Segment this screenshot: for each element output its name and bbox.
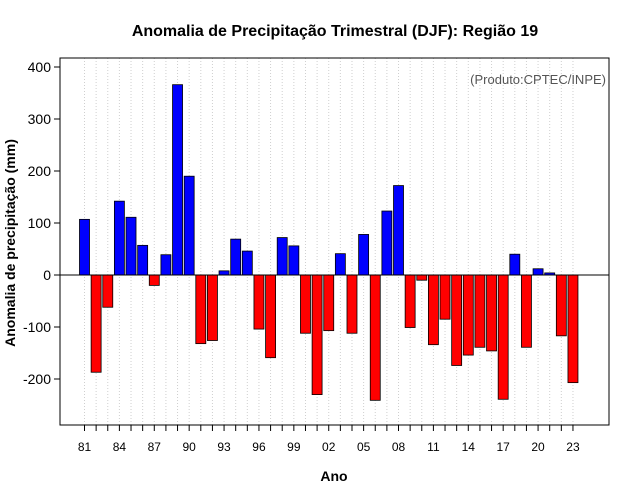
bar-1988 — [160, 254, 172, 276]
bar-2005 — [358, 234, 370, 276]
x-tick-label: 93 — [217, 440, 231, 454]
x-tick-label: 02 — [322, 440, 336, 454]
chart-title: Anomalia de Precipitação Trimestral (DJF… — [132, 23, 538, 40]
y-axis: -200 -100 0 100 200 300 400 — [23, 59, 60, 387]
bar-2018 — [509, 253, 521, 276]
bar-1985 — [125, 216, 137, 276]
bar-2009 — [404, 274, 416, 328]
bar-1994 — [230, 238, 242, 276]
x-tick-label: 08 — [392, 440, 406, 454]
y-tick-label: -100 — [23, 319, 51, 335]
x-tick-label: 96 — [252, 440, 266, 454]
bar-1995 — [241, 250, 253, 276]
bar-2023 — [567, 274, 579, 384]
y-tick-label: 400 — [28, 59, 52, 75]
x-tick-label: 99 — [287, 440, 301, 454]
y-axis-label: Anomalia de precipitação (mm) — [2, 139, 18, 347]
bar-2008 — [393, 185, 404, 276]
x-axis: 81 84 87 90 93 96 99 02 05 08 11 14 17 20 23 — [78, 425, 580, 454]
x-tick-label: 05 — [357, 440, 371, 454]
bar-2013 — [451, 274, 463, 366]
bar-2011 — [427, 274, 439, 346]
bar-1993 — [218, 270, 230, 276]
bar-1991 — [195, 274, 207, 345]
bar-2016 — [486, 274, 497, 352]
bar-2020 — [532, 268, 544, 276]
bar-2007 — [381, 210, 393, 276]
bar-1992 — [207, 274, 218, 341]
bar-1987 — [148, 274, 160, 286]
bar-1990 — [183, 175, 195, 276]
bars-group — [79, 84, 579, 401]
plot-frame — [59, 57, 610, 426]
bar-1982 — [90, 274, 102, 373]
bar-1984 — [113, 200, 125, 276]
bar-2019 — [521, 274, 532, 348]
bar-1989 — [172, 84, 183, 276]
x-tick-label: 81 — [78, 440, 92, 454]
bar-2003 — [334, 253, 346, 276]
bar-1997 — [265, 274, 276, 359]
bar-2004 — [346, 274, 358, 334]
credit-label: (Produto:CPTEC/INPE) — [470, 72, 606, 87]
x-tick-label: 23 — [566, 440, 580, 454]
bar-2022 — [555, 274, 567, 337]
y-tick-label: 0 — [43, 267, 51, 283]
bar-2000 — [300, 274, 311, 334]
bar-2012 — [439, 274, 451, 320]
x-tick-label: 87 — [148, 440, 162, 454]
bar-1999 — [288, 245, 300, 276]
bar-1983 — [102, 274, 114, 308]
bar-2010 — [416, 274, 428, 281]
x-tick-label: 11 — [427, 440, 440, 454]
x-tick-label: 90 — [182, 440, 196, 454]
y-tick-label: 200 — [28, 163, 52, 179]
x-tick-label: 14 — [462, 440, 476, 454]
x-tick-label: 17 — [497, 440, 511, 454]
y-tick-label: 300 — [28, 111, 52, 127]
bar-2006 — [369, 274, 381, 401]
bar-1986 — [137, 244, 149, 276]
bar-1981 — [79, 218, 90, 276]
y-tick-label: 100 — [28, 215, 52, 231]
bar-2001 — [311, 274, 323, 395]
bar-2002 — [323, 274, 335, 332]
bar-2015 — [474, 274, 486, 348]
y-tick-label: -200 — [23, 371, 51, 387]
bar-1998 — [276, 237, 288, 276]
bar-2014 — [462, 274, 474, 356]
x-tick-label: 84 — [113, 440, 127, 454]
x-axis-label: Ano — [320, 468, 347, 484]
bar-2017 — [497, 274, 509, 400]
bar-1996 — [253, 274, 265, 330]
x-tick-label: 20 — [531, 440, 545, 454]
